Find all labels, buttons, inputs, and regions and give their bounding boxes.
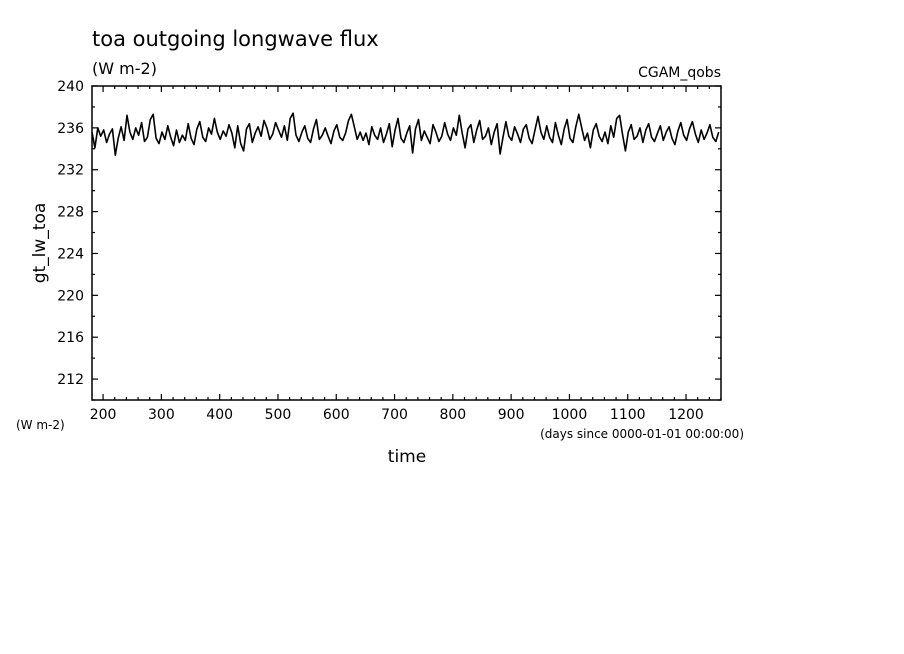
y-tick-label: 236 [57,121,84,137]
x-tick-label: 400 [206,407,233,423]
x-tick-label: 1100 [610,407,646,423]
x-axis-label: time [388,447,426,467]
x-tick-label: 600 [323,407,350,423]
x-tick-label: 700 [381,407,408,423]
x-axis-units: (days since 0000-01-01 00:00:00) [540,427,744,441]
x-tick-label: 1200 [668,407,704,423]
y-tick-label: 216 [57,330,84,346]
dataset-label: CGAM_qobs [638,65,721,81]
chart-title: toa outgoing longwave flux [92,27,379,51]
y-tick-label: 212 [57,372,84,388]
x-tick-label: 200 [90,407,117,423]
chart-subtitle-units: (W m-2) [92,59,157,78]
series-line [91,112,720,156]
y-tick-label: 240 [57,79,84,95]
x-tick-label: 900 [498,407,525,423]
axis-ticks [92,85,722,401]
x-tick-label: 500 [265,407,292,423]
x-tick-label: 800 [439,407,466,423]
y-tick-label: 220 [57,288,84,304]
y-tick-label: 228 [57,205,84,221]
y-tick-label: 224 [57,246,84,262]
y-tick-labels: 212 216 220 224 228 232 236 240 [57,79,84,388]
y-tick-label: 232 [57,163,84,179]
x-tick-label: 300 [148,407,175,423]
x-tick-label: 1000 [552,407,588,423]
y-axis-label: gt_lw_toa [30,203,50,284]
y-axis-units: (W m-2) [16,418,65,432]
x-tick-labels: 200 300 400 500 600 700 800 900 1000 1100 1200 [90,407,704,423]
